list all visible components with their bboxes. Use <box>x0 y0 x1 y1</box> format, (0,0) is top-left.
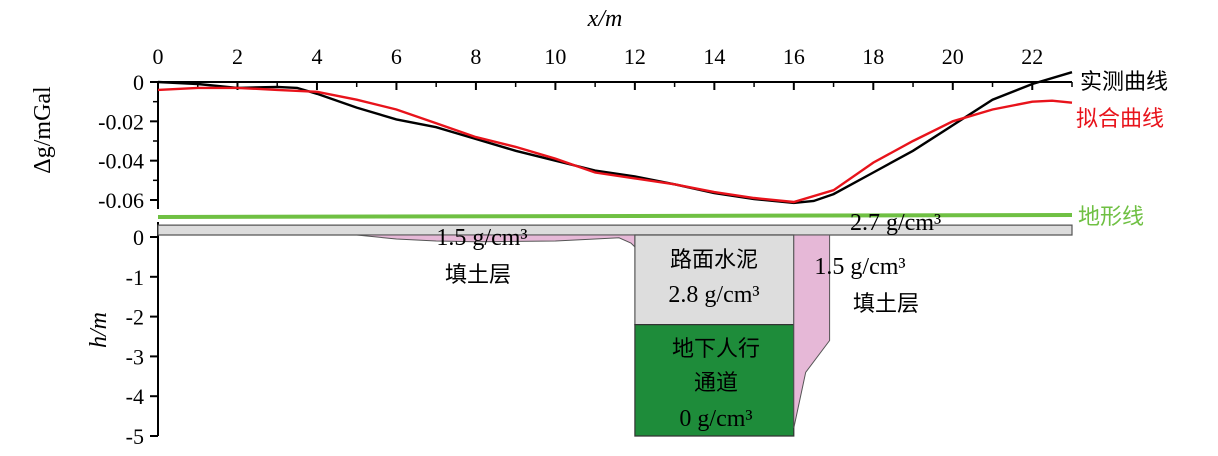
fill-right-material: 填土层 <box>853 292 919 317</box>
fill-left-material: 填土层 <box>445 263 511 288</box>
x-tick-label: 16 <box>783 44 805 69</box>
fill-layer-right <box>793 234 831 429</box>
y-tick-marks-gravity: 0 -0.02 -0.04 -0.06 <box>98 70 158 213</box>
x-tick-label: 4 <box>311 44 322 69</box>
y-axis-label-depth: h/m <box>86 312 112 348</box>
x-tick-label: 18 <box>862 44 884 69</box>
x-tick-label: 12 <box>624 44 646 69</box>
x-tick-label: 6 <box>391 44 402 69</box>
x-tick-label: 8 <box>470 44 481 69</box>
top-layer-band <box>157 224 1073 236</box>
fill-left-density: 1.5 g/cm³ <box>436 225 527 251</box>
y-tick-label: -1 <box>126 265 144 290</box>
y-tick-label: 0 <box>133 225 144 250</box>
x-tick-marks: 0 2 4 6 8 10 12 14 16 18 20 22 <box>153 44 1073 90</box>
y-tick-label: -2 <box>126 305 144 330</box>
section-panel: 0-1-2-3-4-5 h/m 地形线 2.7 g/cm³ 1.5 g/cm³ … <box>86 205 1144 449</box>
terrain-line <box>157 213 1073 219</box>
series-line-fitted <box>157 86 1073 204</box>
x-axis-label: x/m <box>587 6 623 32</box>
y-tick-label: -5 <box>126 424 144 449</box>
series-line-measured <box>157 71 1073 205</box>
x-tick-label: 20 <box>942 44 964 69</box>
road-density-label: 2.8 g/cm³ <box>668 282 759 308</box>
road-material-label: 路面水泥 <box>670 248 758 273</box>
top-layer-density: 2.7 g/cm³ <box>850 210 941 236</box>
y-tick-label: -0.02 <box>98 109 144 134</box>
y-tick-label: -3 <box>126 344 144 369</box>
y-tick-label: -0.04 <box>98 149 144 174</box>
y-tick-label: 0 <box>133 70 144 95</box>
y-tick-label: -4 <box>126 384 144 409</box>
x-tick-label: 22 <box>1021 44 1043 69</box>
tunnel-title-line1: 地下人行 <box>672 337 760 362</box>
tunnel-title-line2: 通道 <box>694 371 738 396</box>
x-tick-label: 0 <box>153 44 164 69</box>
tunnel-density-label: 0 g/cm³ <box>679 406 752 432</box>
y-tick-label: -0.06 <box>98 188 144 213</box>
fill-right-density: 1.5 g/cm³ <box>814 254 905 280</box>
terrain-label: 地形线 <box>1078 205 1144 230</box>
x-tick-label: 14 <box>703 44 725 69</box>
legend-fitted: 拟合曲线 <box>1076 107 1164 132</box>
tunnel-block <box>634 324 795 437</box>
x-axis-label-text: x/m <box>587 6 623 32</box>
legend-measured: 实测曲线 <box>1080 70 1168 95</box>
x-tick-label: 2 <box>232 44 243 69</box>
gravity-panel: 0 2 4 6 8 10 12 14 16 18 20 22 0 -0.02 -0.04 -0.06 x/m… <box>30 6 1168 213</box>
y-axis-label-gravity: Δg/mGal <box>30 86 56 174</box>
x-tick-label: 10 <box>544 44 566 69</box>
y-tick-marks-depth: 0 -1 -2 -3 -4 -5 <box>126 225 158 449</box>
